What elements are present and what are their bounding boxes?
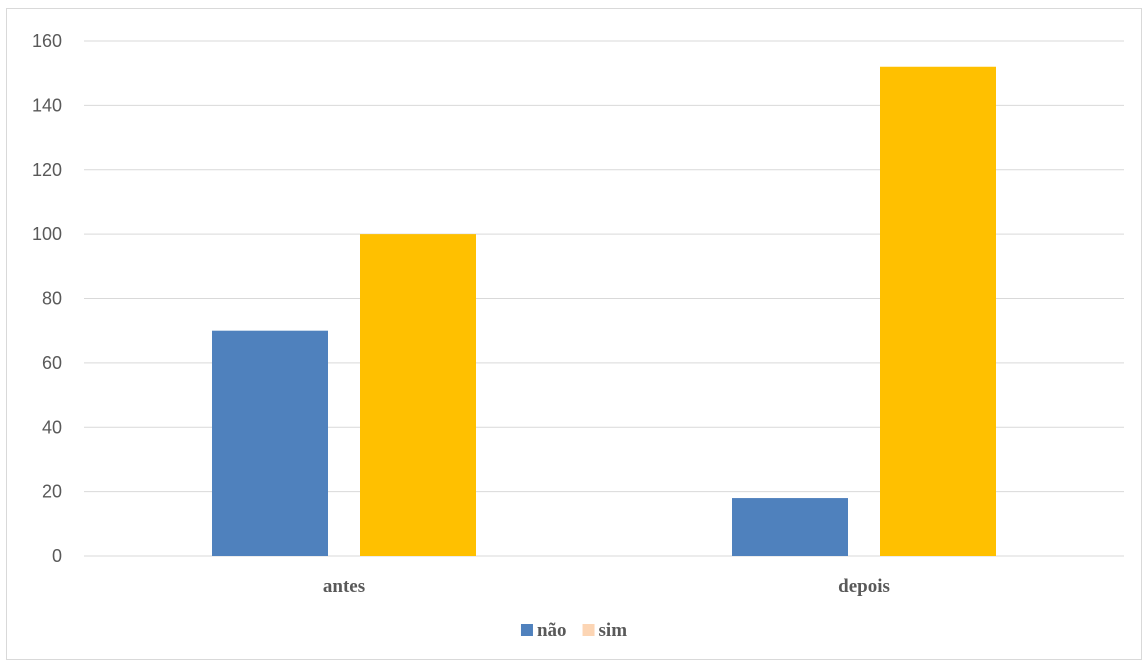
y-tick-label: 0 [52,546,62,566]
x-axis-categories: antes depois [323,576,890,597]
y-tick-label: 120 [32,160,62,180]
legend: não sim [520,620,628,641]
legend-swatch-sim [582,624,595,636]
bar-não-depois [732,498,848,556]
bar-sim-depois [880,66,996,556]
legend-swatch-não [520,624,533,636]
y-tick-label: 140 [32,95,62,115]
y-tick-label: 100 [32,224,62,244]
x-category-label: depois [838,576,890,597]
legend-label-sim: sim [599,620,628,641]
y-axis-ticks: 0 20 40 60 80 100 120 140 160 [32,31,62,566]
y-tick-label: 60 [42,353,62,373]
bar-não-antes [212,330,328,556]
y-tick-label: 160 [32,31,62,51]
x-category-label: antes [323,576,365,597]
legend-label-não: não [537,620,567,641]
bar-sim-antes [360,234,476,556]
bars [212,66,996,556]
y-tick-label: 20 [42,482,62,502]
y-tick-label: 80 [42,289,62,309]
y-tick-label: 40 [42,417,62,437]
